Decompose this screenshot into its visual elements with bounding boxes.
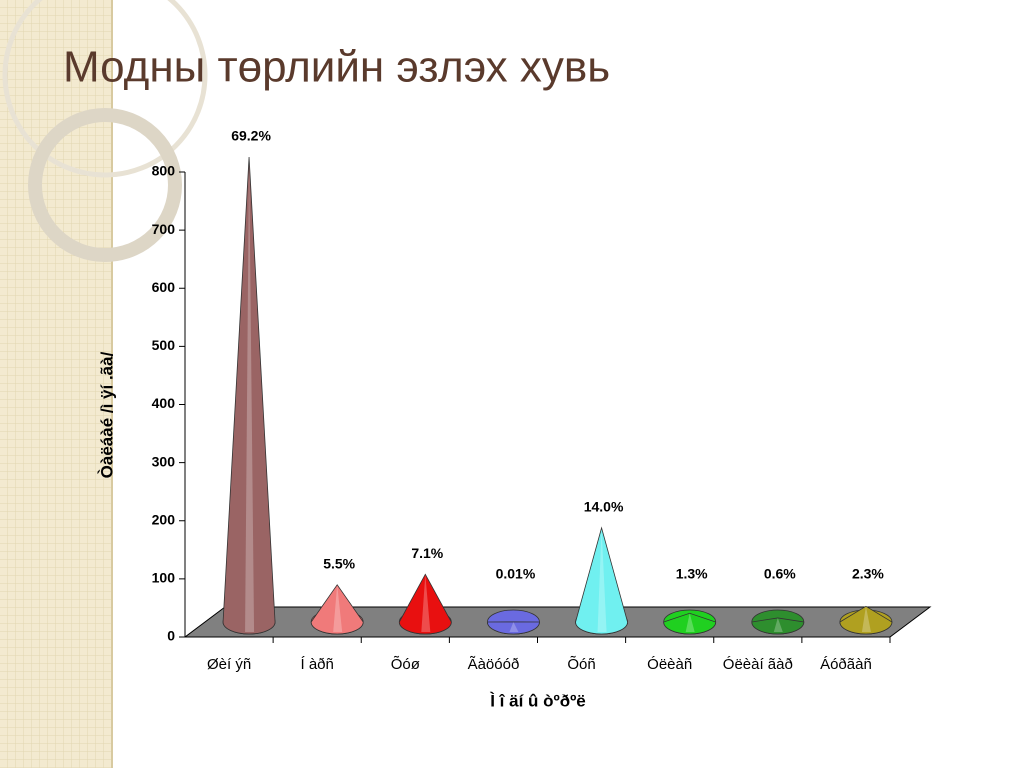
cone-highlight <box>509 621 519 632</box>
x-tick-label: Õóø <box>391 656 420 673</box>
value-label: 7.1% <box>411 545 443 561</box>
y-axis-label: Òàëáàé /ì ÿí .ãà/ <box>97 351 116 478</box>
y-tick-label: 0 <box>167 628 175 644</box>
x-tick-label: Óëèàñ <box>647 656 692 673</box>
decor-circle <box>2 0 208 178</box>
cone <box>487 621 540 635</box>
cone-highlight <box>685 613 695 632</box>
y-tick-label: 600 <box>152 279 176 295</box>
cone <box>222 156 276 635</box>
value-label: 0.6% <box>764 566 796 582</box>
value-label: 5.5% <box>323 556 355 572</box>
y-tick-label: 700 <box>152 221 176 237</box>
cone <box>398 573 452 635</box>
cone <box>839 605 893 635</box>
floor <box>183 606 932 638</box>
x-tick-label: Ãàöóóð <box>468 656 520 673</box>
y-tick-label: 300 <box>152 453 176 469</box>
cone-highlight <box>421 574 431 632</box>
x-tick-label: Í àðñ <box>301 656 334 673</box>
y-tick-label: 100 <box>152 570 176 586</box>
cone <box>310 584 364 635</box>
slide-title: Модны төрлийн эзлэх хувь <box>63 43 610 92</box>
y-tick-label: 400 <box>152 395 176 411</box>
value-label: 14.0% <box>584 499 624 515</box>
x-tick-label: Õóñ <box>567 656 595 673</box>
value-label: 0.01% <box>496 566 536 582</box>
cone <box>663 612 717 635</box>
x-tick-label: Áóðãàñ <box>820 656 872 673</box>
cone <box>751 617 805 635</box>
value-label: 69.2% <box>231 128 271 144</box>
x-tick-label: Øèí ýñ <box>207 656 251 673</box>
cone-highlight <box>597 527 607 632</box>
x-axis-label: Ì î äí û òºðºë <box>489 691 586 710</box>
cone-highlight <box>245 157 255 632</box>
y-tick-label: 200 <box>152 511 176 527</box>
cone-highlight <box>861 606 871 632</box>
cone <box>575 526 628 635</box>
cone-highlight <box>773 617 783 632</box>
y-tick-label: 500 <box>152 337 176 353</box>
cone-highlight <box>333 584 343 632</box>
y-tick-label: 800 <box>152 163 176 179</box>
value-label: 1.3% <box>676 566 708 582</box>
x-tick-label: Óëèàí ãàð <box>723 656 793 673</box>
value-label: 2.3% <box>852 566 884 582</box>
decor-circle <box>28 108 182 262</box>
